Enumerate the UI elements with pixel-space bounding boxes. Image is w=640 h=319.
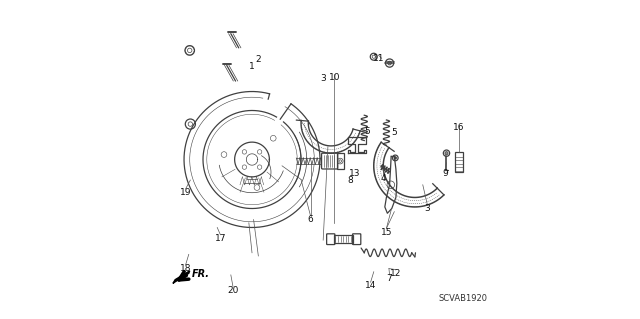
- Text: 16: 16: [453, 123, 465, 132]
- Text: 13: 13: [349, 169, 360, 178]
- Text: 9: 9: [442, 169, 448, 178]
- Text: 20: 20: [227, 286, 239, 295]
- Text: 17: 17: [214, 234, 226, 243]
- Bar: [455, 152, 463, 172]
- Circle shape: [394, 157, 397, 159]
- Text: 3: 3: [320, 74, 326, 83]
- Text: 6: 6: [308, 215, 314, 224]
- Circle shape: [388, 61, 392, 65]
- Text: 11: 11: [372, 54, 384, 63]
- Text: SCVAB1920: SCVAB1920: [438, 294, 488, 303]
- Text: 3: 3: [425, 204, 430, 213]
- Text: 7: 7: [387, 274, 392, 283]
- Text: 12: 12: [390, 269, 401, 278]
- Text: 5: 5: [365, 127, 371, 136]
- Text: 1: 1: [249, 62, 255, 71]
- Text: 2: 2: [255, 56, 261, 64]
- Text: 4: 4: [380, 174, 386, 183]
- Text: 19: 19: [180, 188, 191, 197]
- Text: 8: 8: [347, 175, 353, 185]
- Bar: [337, 153, 344, 169]
- Text: 18: 18: [180, 264, 191, 273]
- Bar: [334, 235, 353, 243]
- Text: 10: 10: [328, 73, 340, 82]
- Polygon shape: [173, 271, 189, 284]
- Text: FR.: FR.: [192, 269, 210, 279]
- Circle shape: [445, 152, 448, 155]
- Text: 15: 15: [381, 228, 392, 237]
- Text: 14: 14: [365, 281, 376, 291]
- Text: 5: 5: [392, 128, 397, 137]
